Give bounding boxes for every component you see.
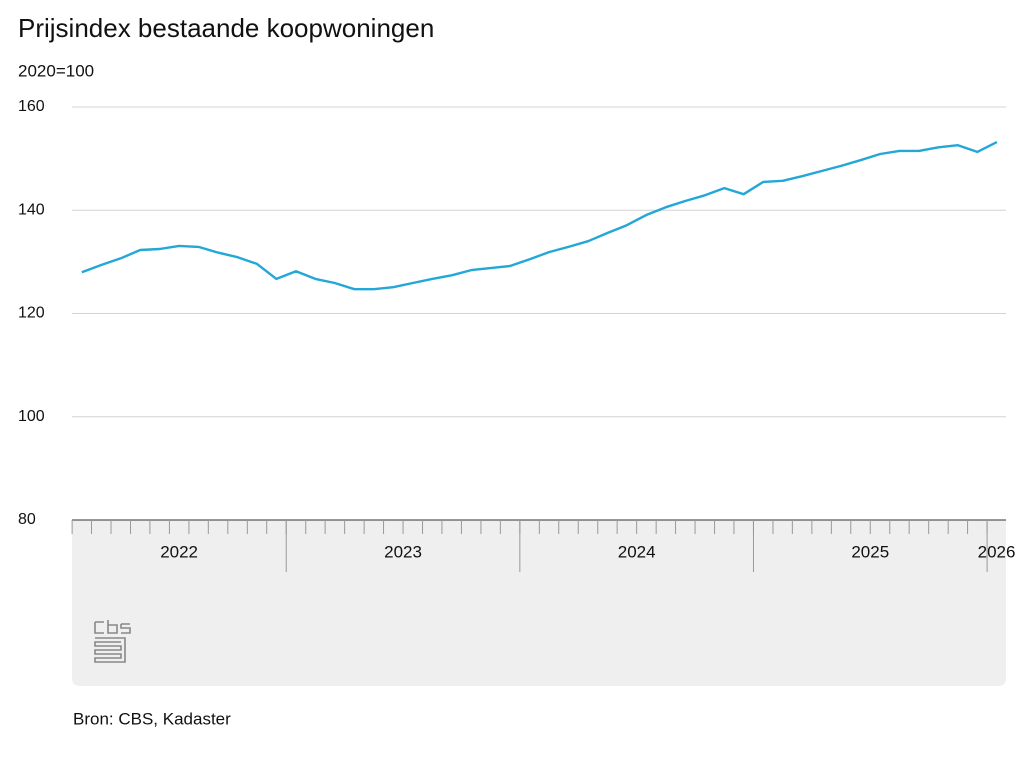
y-tick-label: 80 bbox=[18, 511, 36, 528]
y-tick-label: 140 bbox=[18, 201, 45, 218]
y-tick-label: 120 bbox=[18, 305, 45, 322]
line bbox=[81, 141, 998, 291]
x-tick-label: 2024 bbox=[618, 542, 656, 561]
y-tick-label: 100 bbox=[18, 408, 45, 425]
subtitle: 2020=100 bbox=[18, 61, 94, 80]
x-tick-label: 2025 bbox=[851, 542, 889, 561]
axis-panel bbox=[72, 520, 1006, 686]
y-tick-label: 160 bbox=[18, 98, 45, 115]
cbs-logo bbox=[94, 620, 131, 663]
source: Bron: CBS, Kadaster bbox=[73, 709, 231, 728]
x-tick-label: 2023 bbox=[384, 542, 422, 561]
x-tick-label: 2022 bbox=[160, 542, 198, 561]
chart-title: Prijsindex bestaande koopwoningen bbox=[18, 13, 434, 43]
x-tick-label: 2026 bbox=[978, 542, 1016, 561]
